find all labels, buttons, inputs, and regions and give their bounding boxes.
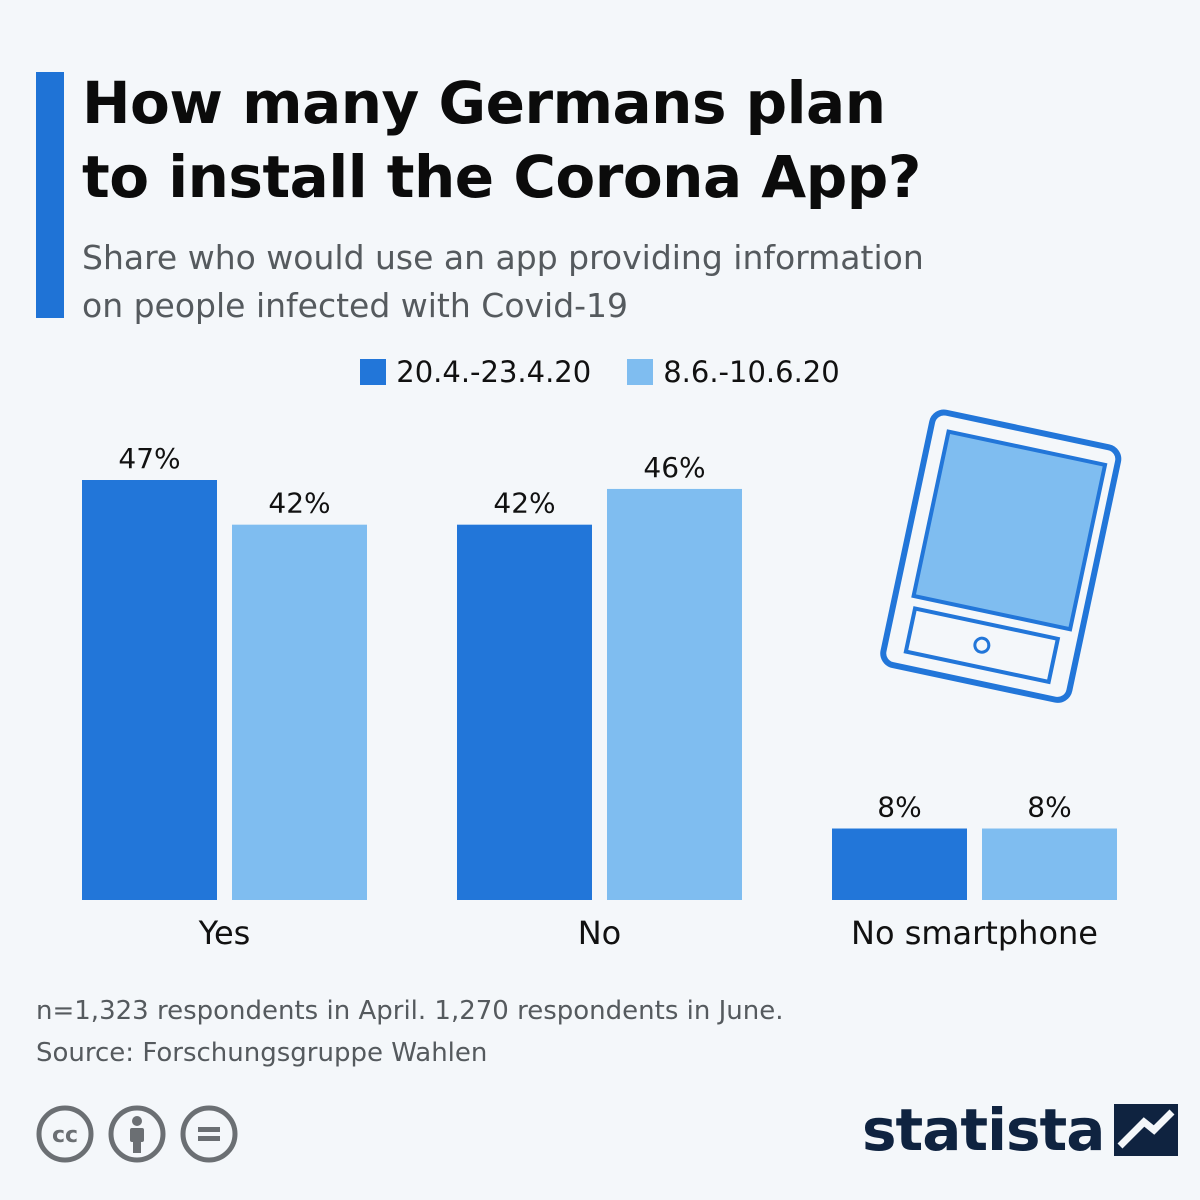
bar-value-label: 42% (493, 487, 555, 520)
bar-no-smartphone-series-2 (982, 828, 1117, 900)
chart-subtitle-line-2: on people infected with Covid-19 (82, 286, 629, 325)
bar-no-series-2 (607, 488, 742, 900)
tablet-icon (880, 409, 1122, 703)
chart-title-line-1: How many Germans plan (82, 69, 886, 137)
category-label: Yes (198, 914, 251, 952)
statista-brand[interactable]: statista (862, 1096, 1180, 1164)
title-accent-bar (36, 72, 64, 318)
bar-no-series-1 (457, 524, 592, 900)
category-label: No smartphone (851, 914, 1098, 952)
bar-yes-series-1 (82, 480, 217, 900)
legend-label-series-1: 20.4.-23.4.20 (396, 355, 592, 389)
legend-swatch-series-2 (627, 359, 654, 385)
equals-icon[interactable] (180, 1105, 238, 1163)
bar-value-label: 8% (1027, 791, 1071, 824)
chart-title: How many Germans plan to install the Cor… (82, 66, 1162, 214)
bar-yes-series-2 (232, 524, 367, 900)
bar-value-label: 8% (877, 791, 921, 824)
chart-subtitle-line-1: Share who would use an app providing inf… (82, 238, 924, 277)
chart-subtitle: Share who would use an app providing inf… (82, 234, 1162, 330)
bar-value-label: 47% (118, 442, 180, 475)
bar-value-label: 42% (268, 487, 330, 520)
statista-wordmark: statista (862, 1096, 1105, 1164)
footnote-sample-size: n=1,323 respondents in April. 1,270 resp… (36, 996, 784, 1026)
bar-chart: 47% 42% Yes 42% 46% No 8% 8% No smartphone (82, 442, 1117, 952)
attribution-icon[interactable] (108, 1105, 166, 1163)
footnote-source: Source: Forschungsgruppe Wahlen (36, 1038, 488, 1068)
category-label: No (578, 914, 622, 952)
bar-no-smartphone-series-1 (832, 828, 967, 900)
cc-icon-text: cc (52, 1123, 78, 1148)
statista-logo-icon (1114, 1104, 1179, 1156)
legend-swatch-series-1 (360, 359, 387, 385)
license-icons: cc (36, 1105, 238, 1163)
bar-value-label: 46% (643, 451, 705, 484)
chart-title-line-2: to install the Corona App? (82, 143, 921, 211)
cc-icon[interactable]: cc (36, 1105, 94, 1163)
chart-footnote: n=1,323 respondents in April. 1,270 resp… (36, 990, 784, 1074)
chart-legend: 20.4.-23.4.20 8.6.-10.6.20 (0, 352, 1200, 392)
legend-item-series-2: 8.6.-10.6.20 (627, 355, 840, 389)
legend-item-series-1: 20.4.-23.4.20 (360, 355, 591, 389)
legend-label-series-2: 8.6.-10.6.20 (663, 355, 840, 389)
